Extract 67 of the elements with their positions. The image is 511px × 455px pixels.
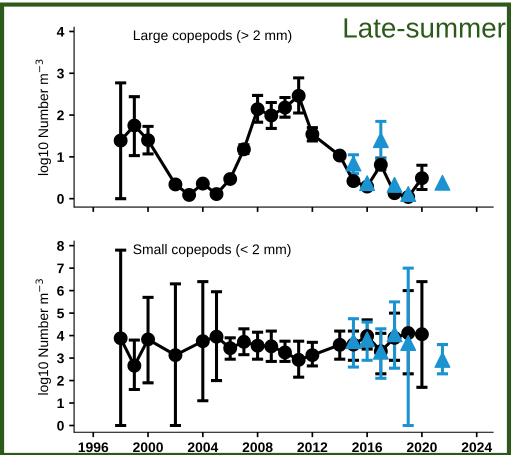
y-tick-label: 3: [56, 353, 64, 364]
point: [400, 335, 416, 351]
y-tick-label: 0: [57, 420, 64, 431]
point: [386, 176, 402, 193]
point: [264, 108, 278, 122]
point: [278, 345, 292, 360]
chart-title: Large copepods (> 2 mm): [134, 30, 292, 43]
y-tick-label: 4: [56, 331, 64, 341]
point: [372, 132, 389, 148]
y-tick-label: 7: [57, 264, 64, 274]
point: [210, 330, 224, 344]
point: [359, 331, 376, 348]
point: [414, 171, 429, 186]
point: [332, 148, 347, 163]
y-tick-label: 2: [57, 110, 64, 120]
point: [168, 348, 182, 362]
point: [292, 88, 306, 103]
y-axis-title: log10 Number m$^{−3}$: [36, 279, 51, 395]
x-tick-label: 2008: [242, 442, 273, 452]
point: [168, 178, 182, 192]
point: [223, 341, 238, 356]
point: [345, 156, 362, 172]
point: [196, 334, 210, 348]
y-tick-label: 5: [57, 308, 64, 318]
point: [182, 188, 196, 202]
point: [196, 176, 210, 191]
point: [292, 352, 306, 367]
point: [236, 334, 251, 349]
point: [250, 102, 265, 116]
point: [114, 331, 128, 346]
x-tick-label: 2020: [406, 442, 437, 452]
x-tick-label: 1996: [78, 442, 108, 452]
point: [359, 175, 376, 192]
y-tick-label: 8: [57, 240, 64, 251]
x-tick-label: 2016: [352, 442, 382, 452]
y-tick-label: 6: [57, 286, 64, 296]
point: [278, 100, 292, 114]
y-tick-label: 2: [57, 376, 64, 386]
x-tick-label: 2012: [297, 442, 328, 452]
point: [141, 332, 155, 346]
point: [141, 133, 155, 148]
point: [250, 338, 265, 353]
point: [127, 358, 142, 373]
x-tick-label: 2000: [133, 442, 163, 452]
y-tick-label: 0: [57, 194, 64, 204]
y-axis-title: log10 Number m$^{−3}$: [36, 60, 51, 176]
point: [346, 174, 360, 188]
y-tick-label: 1: [58, 398, 64, 408]
point: [127, 118, 142, 132]
point: [114, 134, 128, 148]
x-tick-label: 2024: [462, 442, 492, 452]
point: [400, 186, 416, 202]
point: [332, 338, 347, 352]
point: [264, 339, 278, 354]
point: [345, 333, 362, 350]
point: [414, 327, 429, 342]
point: [434, 174, 450, 191]
chart-title: Small copepods (< 2 mm): [133, 244, 291, 257]
y-tick-label: 4: [56, 26, 64, 37]
point: [210, 187, 224, 202]
point: [434, 352, 450, 368]
y-tick-label: 3: [56, 68, 64, 78]
annotation: Late-summer: [344, 18, 506, 38]
point: [305, 348, 320, 362]
y-tick-label: 1: [58, 152, 64, 162]
point: [223, 172, 238, 186]
x-tick-label: 2004: [188, 442, 218, 452]
